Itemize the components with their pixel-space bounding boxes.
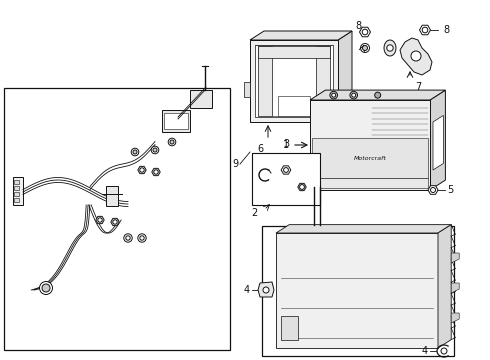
Circle shape — [422, 27, 428, 33]
Polygon shape — [162, 110, 190, 132]
Polygon shape — [106, 186, 118, 206]
Circle shape — [284, 168, 289, 172]
Circle shape — [170, 140, 174, 144]
Polygon shape — [400, 38, 432, 75]
Polygon shape — [451, 253, 459, 263]
Text: 1: 1 — [283, 140, 289, 150]
Polygon shape — [281, 166, 291, 174]
Polygon shape — [255, 45, 333, 117]
Polygon shape — [96, 216, 104, 224]
Polygon shape — [14, 186, 19, 190]
Circle shape — [411, 51, 421, 61]
Circle shape — [113, 220, 117, 224]
Polygon shape — [244, 82, 250, 97]
Polygon shape — [276, 225, 451, 233]
Circle shape — [352, 93, 356, 97]
Polygon shape — [4, 88, 230, 350]
Text: 2: 2 — [252, 208, 258, 218]
Circle shape — [138, 234, 146, 242]
Circle shape — [126, 236, 130, 240]
Circle shape — [153, 148, 157, 152]
Polygon shape — [451, 283, 459, 293]
Circle shape — [42, 284, 50, 292]
Polygon shape — [14, 198, 19, 202]
Polygon shape — [258, 46, 330, 58]
Text: 4: 4 — [422, 346, 428, 356]
Polygon shape — [281, 316, 298, 340]
Polygon shape — [360, 27, 370, 37]
Polygon shape — [14, 192, 19, 196]
Text: 4: 4 — [244, 285, 250, 295]
Circle shape — [299, 185, 304, 189]
Circle shape — [361, 44, 369, 53]
Polygon shape — [419, 25, 431, 35]
Circle shape — [441, 348, 447, 354]
Polygon shape — [316, 46, 330, 116]
Polygon shape — [338, 31, 352, 122]
Circle shape — [133, 150, 137, 154]
Polygon shape — [262, 226, 454, 356]
Polygon shape — [13, 177, 23, 205]
Circle shape — [387, 45, 393, 51]
Polygon shape — [451, 313, 459, 323]
Text: 3: 3 — [283, 139, 289, 149]
Text: 6: 6 — [257, 144, 263, 154]
Polygon shape — [250, 31, 352, 40]
Circle shape — [168, 138, 176, 146]
Circle shape — [140, 168, 144, 172]
Polygon shape — [312, 178, 428, 188]
Text: 7: 7 — [415, 82, 421, 92]
Polygon shape — [252, 153, 320, 205]
Polygon shape — [428, 186, 438, 194]
Polygon shape — [111, 219, 119, 226]
Polygon shape — [276, 233, 438, 348]
Text: Motorcraft: Motorcraft — [354, 156, 387, 161]
Circle shape — [330, 91, 338, 99]
Circle shape — [350, 91, 358, 99]
Polygon shape — [138, 166, 146, 174]
Circle shape — [363, 45, 368, 50]
Text: 5: 5 — [447, 185, 453, 195]
Text: 8: 8 — [355, 21, 361, 31]
Polygon shape — [438, 225, 451, 348]
Polygon shape — [312, 138, 428, 178]
Circle shape — [140, 236, 144, 240]
Circle shape — [124, 234, 132, 242]
Text: 9: 9 — [232, 159, 238, 169]
Polygon shape — [278, 96, 310, 116]
Polygon shape — [250, 40, 338, 122]
Polygon shape — [384, 40, 396, 56]
Text: 8: 8 — [443, 25, 449, 35]
Circle shape — [332, 93, 336, 97]
Circle shape — [40, 282, 52, 294]
Polygon shape — [152, 168, 160, 176]
Circle shape — [154, 170, 158, 174]
Polygon shape — [310, 100, 430, 190]
Polygon shape — [258, 46, 272, 116]
Polygon shape — [430, 90, 445, 190]
Polygon shape — [272, 58, 316, 116]
Circle shape — [131, 148, 139, 156]
Polygon shape — [190, 90, 212, 108]
Polygon shape — [164, 113, 188, 129]
Polygon shape — [310, 90, 445, 100]
Polygon shape — [14, 180, 19, 184]
Polygon shape — [258, 282, 274, 297]
Circle shape — [431, 188, 436, 193]
Circle shape — [362, 29, 368, 35]
Polygon shape — [433, 116, 443, 170]
Polygon shape — [298, 183, 306, 191]
Circle shape — [98, 218, 102, 222]
Circle shape — [375, 92, 381, 98]
Circle shape — [151, 146, 159, 154]
Circle shape — [263, 287, 269, 293]
